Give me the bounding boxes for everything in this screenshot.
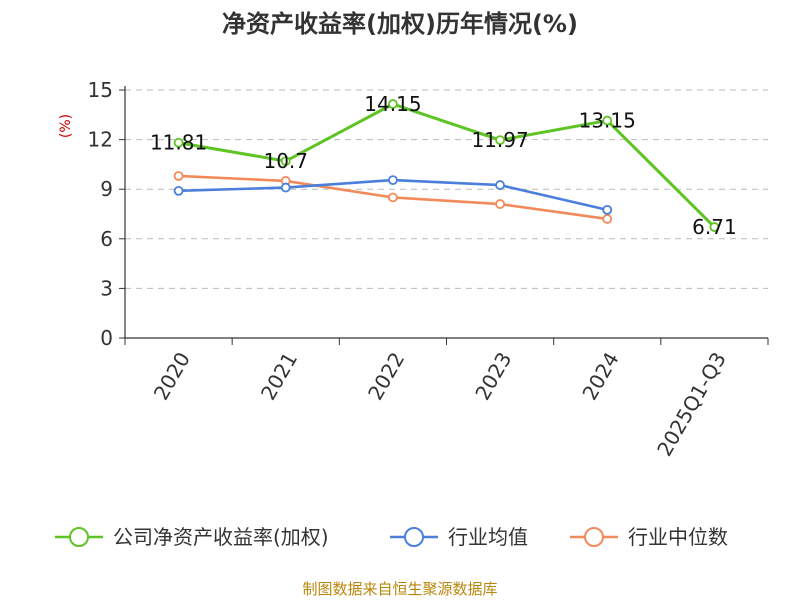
- y-tick-label: 15: [88, 78, 113, 102]
- data-label: 11.97: [471, 128, 528, 152]
- grid-lines: [125, 89, 768, 289]
- data-point: [280, 156, 291, 166]
- data-point: [495, 199, 505, 209]
- data-point: [709, 222, 720, 232]
- legend: 公司净资产收益率(加权) 行业均值 行业中位数: [55, 525, 728, 549]
- y-axis-label: (%): [58, 114, 74, 138]
- data-point: [173, 171, 184, 181]
- data-point: [388, 175, 398, 186]
- x-tick-labels: 2020 2021 2022 2023 2024 2025Q1-Q3: [149, 348, 731, 460]
- y-tick-label: 9: [100, 177, 113, 201]
- data-point: [388, 99, 398, 109]
- data-label: 6.71: [692, 215, 737, 239]
- chart-title: 净资产收益率(加权)历年情况(%): [222, 10, 578, 38]
- data-point: [173, 137, 184, 148]
- legend-marker: [404, 527, 424, 547]
- y-tick-label: 0: [100, 326, 113, 350]
- legend-label: 行业均值: [448, 525, 528, 549]
- x-tick-label: 2025Q1-Q3: [652, 348, 731, 460]
- data-point: [602, 204, 613, 215]
- data-point: [495, 135, 505, 145]
- y-tick-label: 6: [100, 227, 113, 251]
- legend-label: 公司净资产收益率(加权): [113, 525, 329, 549]
- x-tick-label: 2023: [470, 348, 516, 404]
- legend-marker: [584, 527, 604, 547]
- series-line: [178, 102, 716, 229]
- legend-marker: [69, 527, 89, 547]
- data-point: [388, 192, 398, 203]
- data-label: 13.15: [579, 109, 636, 133]
- y-tick-labels: 0 3 6 9 12 15: [88, 78, 113, 350]
- data-point: [280, 182, 291, 193]
- data-point: [495, 180, 505, 190]
- data-label: 14.15: [364, 92, 421, 116]
- x-tick-label: 2022: [363, 348, 409, 404]
- x-tick-label: 2020: [149, 348, 195, 404]
- data-label: 11.81: [150, 131, 207, 155]
- x-tick-label: 2021: [256, 348, 302, 404]
- x-tick-label: 2024: [577, 348, 623, 404]
- y-tick-label: 3: [100, 276, 113, 300]
- legend-label: 行业中位数: [628, 525, 728, 549]
- data-point: [602, 115, 613, 126]
- series-lines: [173, 99, 720, 232]
- source-note: 制图数据来自恒生聚源数据库: [302, 580, 497, 598]
- y-tick-label: 12: [88, 128, 113, 152]
- data-point: [173, 185, 184, 196]
- data-labels: 11.81 10.7 14.15 11.97 13.15 6.71: [150, 92, 737, 239]
- data-label: 10.7: [263, 149, 308, 173]
- data-point: [602, 214, 613, 224]
- axes: [119, 86, 769, 345]
